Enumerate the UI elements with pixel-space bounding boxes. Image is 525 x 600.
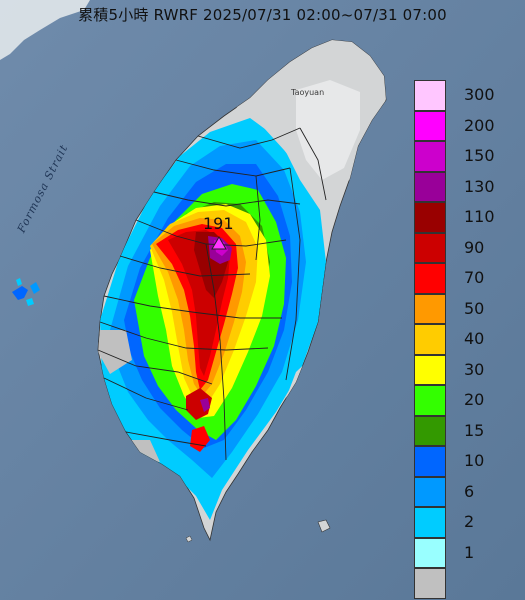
legend-row: 40	[414, 324, 514, 355]
legend-label: 90	[464, 237, 485, 257]
legend-swatch	[414, 385, 446, 416]
legend-swatch	[414, 202, 446, 233]
county-boundaries	[97, 127, 327, 461]
legend-label: 200	[464, 115, 495, 135]
legend-label: 40	[464, 329, 485, 348]
legend-swatch	[414, 507, 446, 538]
legend-row: 20	[414, 385, 514, 416]
legend-row: 15	[414, 415, 514, 446]
legend-swatch	[414, 354, 446, 385]
legend-swatch	[414, 415, 446, 446]
legend-swatch	[414, 568, 446, 599]
legend-row: 2	[414, 507, 514, 538]
legend-swatch	[414, 171, 446, 202]
legend-row	[414, 568, 514, 599]
legend-swatch	[414, 80, 446, 111]
legend-row: 70	[414, 263, 514, 294]
legend-label: 10	[464, 451, 485, 470]
map-title: 累積5小時 RWRF 2025/07/31 02:00~07/31 07:00	[78, 6, 447, 24]
legend-label: 2	[464, 512, 475, 531]
triangle-icon	[211, 236, 227, 250]
legend-swatch	[414, 476, 446, 507]
legend-swatch	[414, 232, 446, 263]
max-value-label: 191	[203, 214, 234, 233]
legend-label: 30	[464, 359, 485, 379]
mainland-coast	[0, 0, 90, 60]
legend-row: 1	[414, 537, 514, 568]
legend-label: 20	[464, 390, 485, 409]
legend-label: 70	[464, 268, 485, 287]
legend-swatch	[414, 537, 446, 568]
legend-label: 15	[464, 420, 485, 440]
penghu-islands	[12, 278, 40, 306]
legend-row: 200	[414, 110, 514, 141]
legend-swatch	[414, 446, 446, 477]
legend-swatch	[414, 110, 446, 141]
legend-swatch	[414, 141, 446, 172]
legend-row: 50	[414, 293, 514, 324]
legend-swatch	[414, 263, 446, 294]
color-legend: 300 200 150 130 110 90 70 50 40 30 20 15 10 6 2 1	[414, 80, 514, 599]
legend-label: 150	[464, 146, 495, 165]
legend-label: 1	[464, 542, 475, 562]
legend-label: 6	[464, 481, 475, 501]
legend-label: 110	[464, 207, 495, 226]
legend-row: 110	[414, 202, 514, 233]
legend-row: 6	[414, 476, 514, 507]
legend-row: 30	[414, 354, 514, 385]
legend-row: 10	[414, 446, 514, 477]
liuqiu-island	[185, 535, 193, 543]
legend-row: 130	[414, 171, 514, 202]
legend-row: 90	[414, 232, 514, 263]
rainfall-field	[98, 40, 386, 520]
legend-swatch	[414, 293, 446, 324]
legend-label: 50	[464, 298, 485, 318]
legend-label: 300	[464, 85, 495, 104]
legend-row: 150	[414, 141, 514, 172]
legend-swatch	[414, 324, 446, 355]
legend-row: 300	[414, 80, 514, 111]
legend-label: 130	[464, 176, 495, 196]
city-label: Taoyuan	[291, 88, 325, 97]
green-island	[317, 519, 331, 533]
